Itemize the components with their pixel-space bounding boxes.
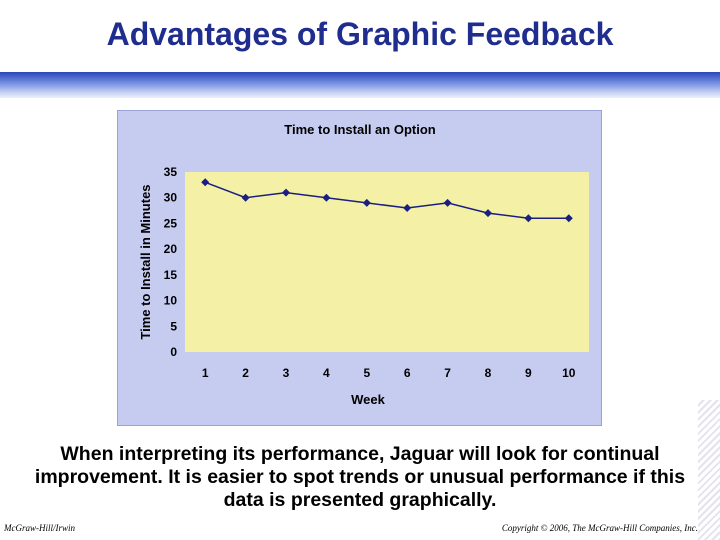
decorative-hatch xyxy=(698,400,720,540)
y-tick-label: 0 xyxy=(170,345,177,359)
x-tick-label: 2 xyxy=(242,366,249,380)
data-point-marker xyxy=(282,188,290,197)
x-tick-label: 5 xyxy=(363,366,370,380)
y-tick-label: 35 xyxy=(164,165,178,179)
data-point-marker xyxy=(322,193,331,202)
data-point-marker xyxy=(524,214,533,223)
slide-title: Advantages of Graphic Feedback xyxy=(106,16,614,52)
y-tick-label: 20 xyxy=(164,242,178,256)
x-tick-label: 6 xyxy=(404,366,411,380)
chart-frame: Time to Install an Option 0 5 10 15 20 25 30 35… xyxy=(117,110,602,426)
slide-caption: When interpreting its performance, Jagua… xyxy=(34,443,686,511)
x-tick-label: 8 xyxy=(485,366,492,380)
y-tick-label: 5 xyxy=(170,319,177,333)
data-point-marker xyxy=(443,198,452,207)
x-axis: 1 2 3 4 5 6 7 8 9 10 xyxy=(202,366,576,380)
data-point-marker xyxy=(564,214,573,223)
data-point-marker xyxy=(403,204,412,212)
x-tick-label: 4 xyxy=(323,366,330,380)
y-axis: 0 5 10 15 20 25 30 35 xyxy=(164,165,178,359)
x-tick-label: 1 xyxy=(202,366,209,380)
series-line xyxy=(204,181,569,220)
plot-area xyxy=(185,172,589,352)
line-chart: Time to Install an Option 05101520253035… xyxy=(138,122,589,407)
footer-publisher: McGraw-Hill/Irwin xyxy=(4,523,75,533)
data-point-marker xyxy=(362,198,371,207)
x-axis-label: Week xyxy=(351,392,385,407)
y-tick-label: 30 xyxy=(164,191,178,205)
data-point-marker xyxy=(241,193,250,202)
y-tick-label: 25 xyxy=(164,216,178,230)
footer-copyright: Copyright © 2006, The McGraw-Hill Compan… xyxy=(501,523,698,533)
chart-title: Time to Install an Option xyxy=(284,122,435,137)
title-gradient-bar xyxy=(0,72,720,98)
x-tick-label: 3 xyxy=(283,366,290,380)
data-point-marker xyxy=(201,178,210,187)
x-tick-label: 9 xyxy=(525,366,532,380)
y-axis-label: Time to Install in Minutes xyxy=(138,184,153,339)
x-tick-label: 7 xyxy=(444,366,451,380)
y-tick-label: 10 xyxy=(164,294,178,308)
data-point-marker xyxy=(484,209,492,218)
data-markers xyxy=(201,178,573,223)
y-tick-label: 15 xyxy=(164,268,178,282)
x-tick-label: 10 xyxy=(562,366,576,380)
